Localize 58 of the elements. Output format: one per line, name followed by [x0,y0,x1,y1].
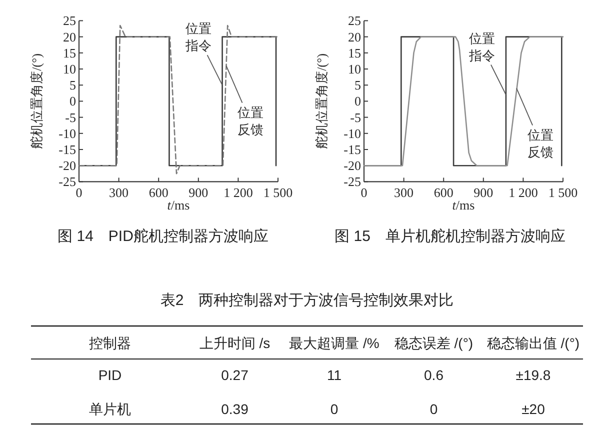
x-tick-label: 300 [109,185,129,200]
y-tick-label: 0 [354,94,361,109]
data-label: ±19.8 [516,367,551,383]
x-tick-label: 300 [394,185,414,200]
y-tick-label: -5 [350,110,361,125]
annotation: 位置反馈 [528,127,554,160]
y-axis-title: 舵机位置角度/(°) [29,53,44,149]
y-tick-label: 0 [70,94,76,109]
y-tick-label: 25 [63,13,76,28]
text: 单片机 [89,401,131,417]
x-tick-label: 600 [148,185,168,200]
data-label: 0.27 [221,367,249,383]
y-tick-label: -5 [65,110,76,125]
y-tick-label: 25 [348,13,361,28]
y-tick-label: 15 [63,45,76,60]
y-tick-label: 10 [348,62,361,76]
text: 图 14 PID舵机控制器方波响应 [58,228,268,245]
category-label: 稳态误差 /(°) [394,335,474,351]
y-tick-label: -10 [58,126,76,141]
y-tick-label: 20 [348,29,361,44]
y-tick-label: 10 [63,62,76,76]
y-tick-label: -20 [344,158,361,174]
x-tick-label: 1 200 [224,185,253,200]
y-tick-label: -10 [344,126,361,141]
x-tick-label: 1 500 [263,185,293,200]
x-tick-label: 900 [474,185,494,200]
text: PID [98,367,122,383]
x-tick-label: 1 200 [508,185,538,200]
annotation: 位置指令 [184,21,212,54]
data-label: 0 [430,401,438,417]
text: 图 15 单片机舵机控制器方波响应 [334,228,566,245]
annotation: 位置反馈 [237,104,264,137]
data-label: 0.6 [424,367,444,383]
y-tick-label: -15 [344,142,361,157]
data-label: 0 [330,401,338,417]
annotation: 位置指令 [468,30,495,63]
x-axis-title: t/ms [452,198,475,213]
y-tick-label: 15 [348,45,361,60]
category-label: 上升时间 /s [199,335,270,351]
x-tick-label: 600 [434,185,454,200]
y-tick-label: 20 [63,29,76,44]
y-axis-title: 舵机位置角度/(°) [314,53,329,149]
y-tick-label: -20 [58,158,76,174]
text: 表2 两种控制器对于方波信号控制效果对比 [160,292,454,309]
legend-title: 控制器 [89,335,131,351]
data-label: 11 [326,367,342,383]
data-label: 0.39 [221,401,249,417]
y-tick-label: -15 [58,142,76,157]
x-tick-label: 900 [188,185,208,200]
data-label: ±20 [522,401,546,417]
y-tick-label: 5 [70,78,76,93]
y-tick-label: 5 [354,78,361,93]
category-label: 最大超调量 /% [289,335,380,351]
y-tick-label: -25 [344,174,361,190]
y-tick-label: -25 [58,174,76,190]
category-label: 稳态输出值 /(°) [486,335,580,351]
x-tick-label: 1 500 [548,185,578,200]
x-axis-title: t/ms [167,198,190,213]
